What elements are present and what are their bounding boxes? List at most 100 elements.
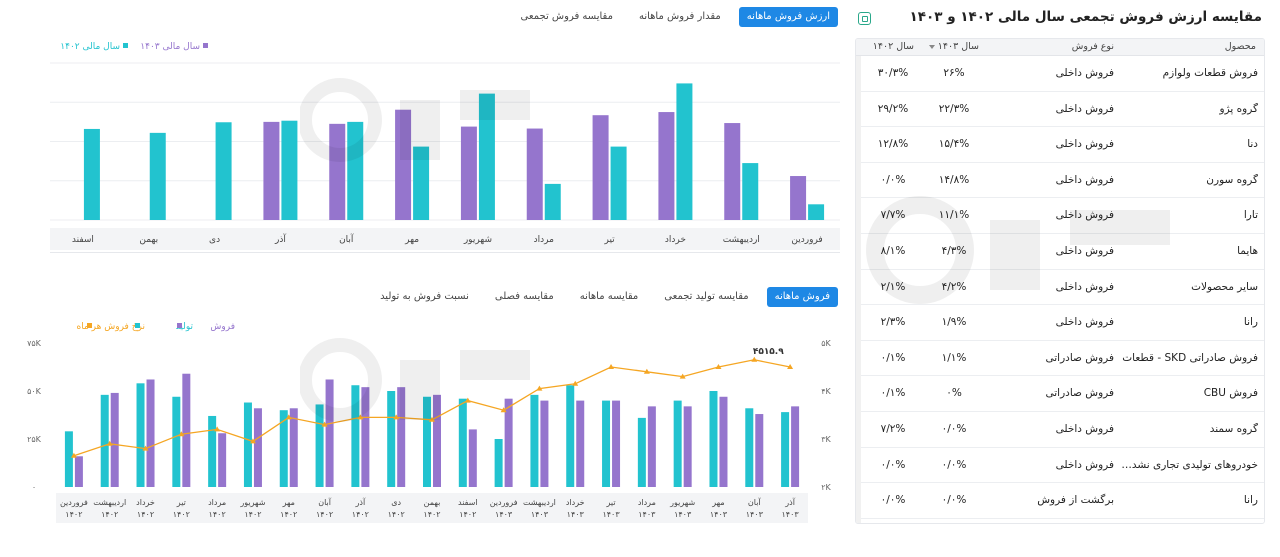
bar-1402[interactable] bbox=[215, 122, 232, 220]
bar-1403[interactable] bbox=[658, 112, 675, 220]
bar-sales[interactable] bbox=[433, 394, 441, 487]
bar-production[interactable] bbox=[494, 439, 503, 487]
bar-production[interactable] bbox=[781, 412, 790, 487]
bar-1402[interactable] bbox=[83, 128, 100, 220]
rate-point[interactable] bbox=[464, 397, 471, 403]
bottom-tab-2[interactable]: مقایسه ماهانه bbox=[579, 291, 639, 302]
table-row[interactable]: تخفیفاتتخفیفات۰/۰%۰/۰% bbox=[856, 519, 1264, 523]
bar-sales[interactable] bbox=[540, 400, 549, 487]
table-row[interactable]: تارا فروش داخلی ۱۱/۱% ۷/۷% bbox=[856, 198, 1264, 234]
bottom-tab-3[interactable]: مقایسه فصلی bbox=[494, 291, 554, 302]
bar-1403[interactable] bbox=[329, 123, 346, 220]
bottom-tab-4[interactable]: نسبت فروش به تولید bbox=[380, 291, 469, 302]
bar-sales[interactable] bbox=[146, 379, 155, 487]
table-row[interactable]: گروه پژو فروش داخلی ۲۲/۳% ۲۹/۲% bbox=[856, 92, 1264, 128]
table-row[interactable]: رانا برگشت از فروش ۰/۰% ۰/۰% bbox=[856, 483, 1264, 519]
bar-1402[interactable] bbox=[478, 93, 495, 220]
bar-1402[interactable] bbox=[742, 163, 759, 220]
bar-1402[interactable] bbox=[413, 146, 430, 220]
rate-point[interactable] bbox=[500, 407, 507, 413]
rate-point[interactable] bbox=[608, 364, 615, 369]
rate-point[interactable] bbox=[643, 368, 650, 374]
top-tab-0[interactable]: ارزش فروش ماهانه bbox=[738, 7, 838, 27]
bar-1402[interactable] bbox=[610, 146, 627, 220]
bar-sales[interactable] bbox=[289, 408, 298, 487]
table-row[interactable]: هایما فروش داخلی ۴/۳% ۸/۱% bbox=[856, 234, 1264, 270]
table-row[interactable]: فروش صادراتی SKD - قطعات فروش صادراتی ۱/۱%… bbox=[856, 341, 1264, 377]
top-tab-1[interactable]: مقدار فروش ماهانه bbox=[638, 11, 721, 22]
bar-production[interactable] bbox=[279, 410, 288, 487]
bar-sales[interactable] bbox=[110, 392, 119, 487]
rate-point[interactable] bbox=[536, 385, 543, 391]
bar-1402[interactable] bbox=[676, 83, 693, 220]
bar-production[interactable] bbox=[136, 383, 145, 487]
bar-sales[interactable] bbox=[253, 408, 262, 487]
table-scrollbar[interactable] bbox=[856, 56, 861, 523]
rate-point[interactable] bbox=[249, 438, 256, 444]
rate-point[interactable] bbox=[429, 416, 435, 422]
rate-point[interactable] bbox=[572, 380, 579, 386]
bar-1403[interactable] bbox=[724, 123, 741, 220]
bar-production[interactable] bbox=[709, 391, 718, 487]
bar-sales[interactable] bbox=[468, 429, 477, 487]
bar-sales[interactable] bbox=[791, 406, 800, 487]
sort-down-icon[interactable] bbox=[928, 44, 935, 49]
export-icon[interactable] bbox=[858, 12, 871, 25]
bar-sales[interactable] bbox=[218, 433, 227, 487]
bar-production[interactable] bbox=[673, 400, 682, 487]
bar-production[interactable] bbox=[637, 417, 646, 487]
rate-point[interactable] bbox=[715, 364, 722, 369]
bar-production[interactable] bbox=[458, 398, 467, 487]
table-row[interactable]: گروه سورن فروش داخلی ۱۴/۸% ۰/۰% bbox=[856, 163, 1264, 199]
bar-sales[interactable] bbox=[719, 396, 728, 487]
bar-1403[interactable] bbox=[395, 109, 412, 220]
bar-sales[interactable] bbox=[361, 387, 370, 487]
bar-1403[interactable] bbox=[263, 121, 280, 220]
bar-sales[interactable] bbox=[647, 406, 656, 487]
rate-point[interactable] bbox=[321, 421, 328, 427]
table-row[interactable]: دنا فروش داخلی ۱۵/۴% ۱۲/۸% bbox=[856, 127, 1264, 163]
rate-point[interactable] bbox=[178, 431, 185, 437]
bar-sales[interactable] bbox=[74, 456, 83, 487]
rate-point[interactable] bbox=[787, 364, 794, 369]
rate-point[interactable] bbox=[679, 373, 686, 379]
bar-production[interactable] bbox=[351, 385, 360, 487]
bar-production[interactable] bbox=[745, 408, 754, 487]
bar-production[interactable] bbox=[64, 431, 73, 487]
rate-point[interactable] bbox=[285, 414, 292, 420]
bar-production[interactable] bbox=[315, 404, 324, 487]
bar-1402[interactable] bbox=[149, 132, 166, 220]
rate-point[interactable] bbox=[214, 426, 221, 432]
bar-1403[interactable] bbox=[460, 126, 477, 220]
bar-sales[interactable] bbox=[397, 387, 406, 487]
bar-1402[interactable] bbox=[544, 183, 561, 220]
column-header-1402[interactable]: سال ۱۴۰۲ bbox=[872, 41, 914, 52]
bar-production[interactable] bbox=[602, 400, 611, 487]
bar-sales[interactable] bbox=[612, 400, 621, 487]
bar-production[interactable] bbox=[566, 385, 575, 487]
rate-point[interactable] bbox=[393, 414, 400, 420]
top-tab-2[interactable]: مقایسه فروش تجمعی bbox=[520, 11, 613, 22]
column-header-product[interactable]: محصول bbox=[1224, 41, 1256, 52]
bar-1403[interactable] bbox=[790, 176, 807, 220]
table-row[interactable]: گروه سمند فروش داخلی ۰/۰% ۷/۲% bbox=[856, 412, 1264, 448]
bar-sales[interactable] bbox=[683, 406, 692, 487]
rate-point[interactable] bbox=[751, 356, 758, 362]
bar-production[interactable] bbox=[208, 415, 217, 487]
rate-point[interactable] bbox=[142, 445, 149, 451]
table-row[interactable]: رانا فروش داخلی ۱/۹% ۲/۳% bbox=[856, 305, 1264, 341]
bar-sales[interactable] bbox=[576, 400, 585, 487]
bar-production[interactable] bbox=[387, 391, 396, 487]
rate-point[interactable] bbox=[70, 452, 77, 458]
table-row[interactable]: فروش CBU فروش صادراتی ۰% ۰/۱% bbox=[856, 376, 1264, 412]
bar-1402[interactable] bbox=[281, 120, 298, 220]
bar-sales[interactable] bbox=[504, 398, 513, 487]
bar-sales[interactable] bbox=[755, 414, 764, 487]
bar-1402[interactable] bbox=[347, 121, 364, 220]
table-row[interactable]: خودروهای تولیدی تجاری نشده ... فروش داخلی… bbox=[856, 448, 1264, 484]
bar-production[interactable] bbox=[100, 394, 109, 487]
bar-1402[interactable] bbox=[808, 204, 825, 220]
bar-production[interactable] bbox=[530, 394, 539, 487]
bottom-tab-0[interactable]: فروش ماهانه bbox=[766, 287, 838, 307]
bar-production[interactable] bbox=[243, 402, 252, 487]
